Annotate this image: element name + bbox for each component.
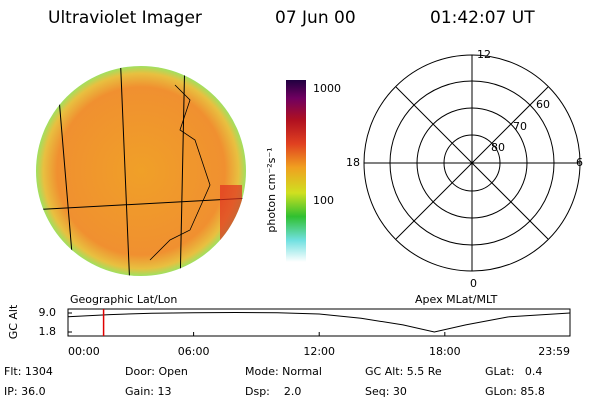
time: 01:42:07 UT <box>430 8 535 28</box>
image-caption: Geographic Lat/Lon <box>70 293 177 306</box>
info-field: Mode: Normal <box>245 365 322 378</box>
info-field: GLon: 85.8 <box>485 385 545 398</box>
x-tick-label: 23:59 <box>538 345 570 358</box>
polar-caption: Apex MLat/MLT <box>415 293 498 306</box>
x-tick-label: 06:00 <box>178 345 210 358</box>
x-tick-label: 18:00 <box>429 345 461 358</box>
mlt-label: 0 <box>470 277 477 290</box>
earth-image <box>36 66 246 276</box>
mlt-label: 6 <box>576 156 583 169</box>
mlat-label: 60 <box>536 98 550 111</box>
info-field: GLat: 0.4 <box>485 365 542 378</box>
y-axis-label: GC Alt <box>7 304 20 339</box>
info-field: GC Alt: 5.5 Re <box>365 365 442 378</box>
mlat-label: 70 <box>513 120 527 133</box>
colorbar-label: photon cm⁻²s⁻¹ <box>265 147 278 232</box>
colorbar-tick: 1000 <box>313 82 341 95</box>
polar-grid <box>363 54 581 272</box>
info-field: IP: 36.0 <box>4 385 46 398</box>
info-field: Door: Open <box>125 365 188 378</box>
date: 07 Jun 00 <box>275 8 356 28</box>
info-field: Gain: 13 <box>125 385 172 398</box>
mlt-label: 18 <box>346 156 360 169</box>
info-field: Flt: 1304 <box>4 365 53 378</box>
x-tick-label: 12:00 <box>303 345 335 358</box>
info-field: Dsp: 2.0 <box>245 385 301 398</box>
y-tick-label: 1.8 <box>39 325 57 338</box>
instrument: Ultraviolet Imager <box>48 8 202 28</box>
colorbar-tick: 100 <box>313 194 334 207</box>
mlat-label: 80 <box>491 141 505 154</box>
mlt-label: 12 <box>477 48 491 61</box>
colorbar <box>286 80 306 262</box>
x-tick-label: 00:00 <box>68 345 100 358</box>
altitude-curve <box>67 311 571 333</box>
y-tick-label: 9.0 <box>39 306 57 319</box>
info-field: Seq: 30 <box>365 385 407 398</box>
